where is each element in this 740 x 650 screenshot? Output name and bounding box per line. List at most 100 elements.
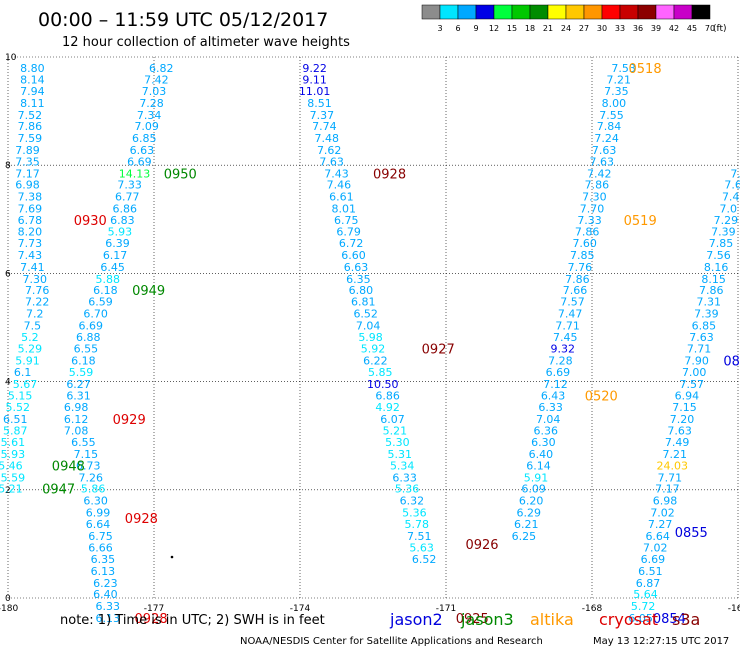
wave-height-value: 24.03 — [657, 459, 689, 472]
pass-time-label: 0926 — [465, 538, 498, 553]
wave-height-value: 7.62 — [317, 144, 342, 157]
wave-height-value: 7.63 — [319, 155, 344, 168]
pass-time-label: 0928 — [135, 612, 168, 627]
wave-height-value: 7.37 — [310, 109, 335, 122]
wave-height-value: 6.25 — [512, 530, 537, 543]
pass-time-label: 0855 — [675, 526, 708, 541]
wave-height-value: 8.20 — [18, 226, 43, 239]
wave-height-value: 7.71 — [555, 319, 580, 332]
wave-height-value: 7.03 — [142, 85, 167, 98]
wave-height-value: 7.86 — [699, 284, 724, 297]
wave-height-value: 7.48 — [315, 132, 340, 145]
footer-timestamp: May 13 12:27:15 UTC 2017 — [593, 636, 729, 647]
wave-height-value: 9.11 — [302, 74, 327, 87]
wave-height-value: 7.34 — [137, 109, 162, 122]
wave-height-value: 6.69 — [78, 319, 103, 332]
wave-height-value: 7.27 — [648, 518, 673, 531]
wave-height-value: 6.45 — [100, 261, 125, 274]
wave-height-value: 5.93 — [108, 226, 133, 239]
wave-height-value: 5.59 — [69, 366, 94, 379]
wave-height-value: 7.35 — [15, 155, 40, 168]
wave-height-value: 8.00 — [602, 97, 627, 110]
wave-height-value: 7.86 — [18, 120, 43, 133]
wave-height-value: 6.51 — [638, 565, 663, 578]
wave-height-value: 6.29 — [516, 507, 541, 520]
wave-height-value: 7.21 — [607, 74, 632, 87]
wave-height-value: 7.17 — [655, 483, 680, 496]
plot-area: -180 -177 -174 -171 -168 -165 0 2 4 6 8 10 8.808.14… — [0, 53, 740, 627]
wave-height-value: 7.15 — [74, 448, 99, 461]
wave-height-value: 6.33 — [538, 401, 563, 414]
wave-height-value: 6.33 — [392, 471, 417, 484]
wave-height-value: 6.78 — [18, 214, 43, 227]
wave-height-value: 6.18 — [93, 284, 118, 297]
wave-height-value: 6.98 — [64, 401, 89, 414]
wave-height-value: 6.52 — [353, 307, 378, 320]
wave-height-value: 7.28 — [548, 355, 573, 368]
wave-height-value: 7.89 — [15, 144, 40, 157]
wave-height-value: 5.64 — [633, 588, 658, 601]
wave-height-value: 5.92 — [361, 343, 386, 356]
wave-height-value: 7.33 — [117, 179, 142, 192]
colorbar-label: 39 — [651, 24, 661, 33]
wave-height-value: 6.64 — [86, 518, 111, 531]
wave-height-value: 7.00 — [682, 366, 707, 379]
wave-height-value: 6.63 — [130, 144, 155, 157]
wave-height-value: 5.34 — [390, 459, 415, 472]
colorbar-swatch — [421, 4, 441, 20]
wave-height-value: 6.59 — [88, 296, 113, 309]
wave-height-value: 6.61 — [329, 191, 354, 204]
wave-height-value: 6.82 — [149, 62, 174, 75]
wave-height-value: 6.30 — [531, 436, 556, 449]
wave-height-value: 7.15 — [672, 401, 697, 414]
wave-height-value: 7.53 — [611, 62, 636, 75]
pass-time-label: 0947 — [42, 483, 75, 498]
wave-height-value: 6.21 — [514, 518, 539, 531]
wave-height-value: 6.27 — [66, 378, 91, 391]
wave-height-value: 9.22 — [302, 62, 327, 75]
wave-height-value: 6.69 — [641, 553, 666, 566]
wave-height-value: 7.0 — [720, 202, 738, 215]
wave-height-value: 9.32 — [551, 343, 576, 356]
wave-height-value: 6.75 — [334, 214, 359, 227]
wave-height-value: 7.69 — [18, 202, 43, 215]
colorbar-swatch — [583, 4, 603, 20]
wave-height-value: 7.85 — [570, 249, 595, 262]
colorbar-swatch — [475, 4, 495, 20]
wave-height-value: 7.71 — [658, 471, 683, 484]
wave-height-value: 7.26 — [78, 471, 103, 484]
wave-height-value: 5.61 — [1, 436, 26, 449]
wave-height-value: 7.21 — [662, 448, 687, 461]
wave-height-value: 6.73 — [76, 459, 101, 472]
wave-height-value: 6.39 — [105, 237, 130, 250]
wave-height-value: 7.76 — [568, 261, 593, 274]
pass-time-label: 0949 — [132, 284, 165, 299]
wave-height-value: 6.70 — [83, 307, 108, 320]
wave-height-value: 6.12 — [64, 413, 89, 426]
wave-height-value: 6.32 — [400, 495, 425, 508]
wave-height-value: 7.63 — [689, 331, 714, 344]
wave-height-value: 6.87 — [636, 577, 661, 590]
colorbar-label: 70 — [705, 24, 715, 33]
wave-height-value: 5.85 — [368, 366, 393, 379]
colorbar-label: 12 — [489, 24, 499, 33]
wave-height-value: 6.33 — [96, 600, 121, 613]
wave-height-value: 5.91 — [524, 471, 549, 484]
wave-height-value: 7.90 — [684, 355, 709, 368]
wave-height-value: 5.52 — [5, 401, 30, 414]
wave-height-value: 5.98 — [358, 331, 383, 344]
colorbar-unit: (ft) — [713, 24, 727, 34]
wave-height-value: 6.05 — [628, 612, 653, 625]
wave-height-value: 8.80 — [20, 62, 45, 75]
mission-legend: jason2 jason3 altika cryosat s3a — [389, 610, 700, 629]
y-tick-label: 6 — [5, 269, 11, 279]
wave-height-value: 5.31 — [388, 448, 413, 461]
wave-height-value: 6.86 — [375, 390, 400, 403]
wave-height-value: 6.35 — [91, 553, 116, 566]
wave-height-value: 6.17 — [103, 249, 128, 262]
colorbar-label: 30 — [597, 24, 607, 33]
wave-height-value: 6.07 — [380, 413, 405, 426]
wave-height-value: 14.13 — [119, 167, 151, 180]
wave-height-value: 7.31 — [697, 296, 722, 309]
wave-height-value: 5.36 — [395, 483, 420, 496]
